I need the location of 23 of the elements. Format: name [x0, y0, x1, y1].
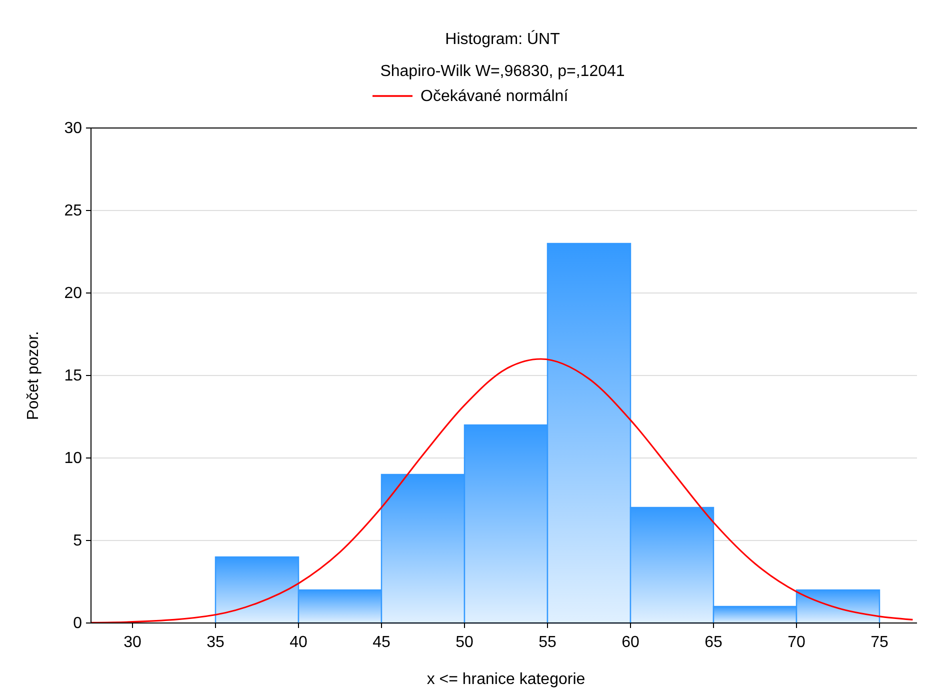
- x-axis-title: x <= hranice kategorie: [426, 671, 586, 688]
- x-tick-label: 75: [870, 634, 888, 651]
- x-tick-label: 35: [206, 634, 224, 651]
- legend-label: Očekávané normální: [420, 88, 569, 105]
- x-tick-label: 30: [124, 634, 142, 651]
- chart-subtitle: Shapiro-Wilk W=,96830, p=,12041: [380, 63, 625, 80]
- line-series: [91, 358, 914, 623]
- y-tick-label: 0: [73, 615, 82, 632]
- y-tick-label: 15: [64, 368, 82, 384]
- y-tick-label: 30: [64, 120, 82, 137]
- x-tick-label: 70: [788, 634, 806, 651]
- y-tick-label: 25: [64, 202, 82, 220]
- x-tick-label: 50: [456, 634, 474, 651]
- y-tick-label: 5: [73, 532, 82, 550]
- x-tick-label: 55: [538, 634, 556, 651]
- x-tick-label: 45: [372, 634, 390, 651]
- x-tick-label: 65: [704, 634, 722, 651]
- chart-title: Histogram: ÚNT: [445, 30, 560, 48]
- y-axis-title: Počet pozor.: [25, 331, 42, 420]
- y-tick-label: 10: [64, 450, 82, 467]
- x-tick-label: 60: [622, 634, 640, 651]
- x-tick-label: 40: [290, 634, 308, 651]
- y-tick-label: 20: [64, 285, 82, 302]
